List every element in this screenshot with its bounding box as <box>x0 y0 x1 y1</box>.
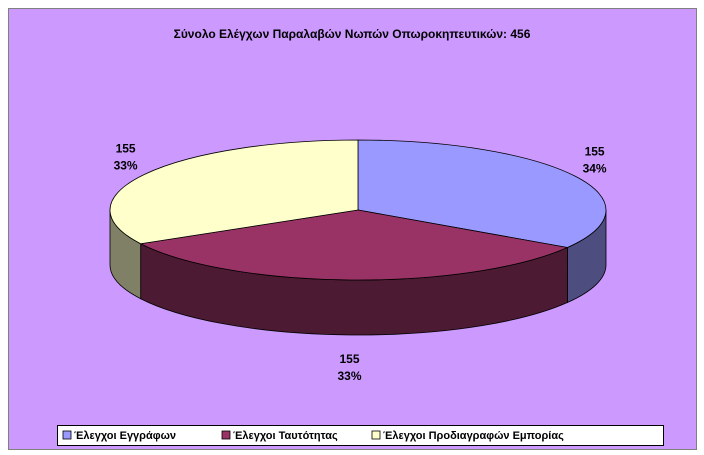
legend-swatch <box>371 430 381 440</box>
data-label-count: 155 <box>116 142 136 156</box>
slice <box>357 139 607 248</box>
chart-title: Σύνολο Ελέγχων Παραλαβών Νωπών Οπωροκηπε… <box>174 27 531 41</box>
legend-label: Έλεγχοι Προδιαγραφών Εμπορίας <box>383 430 564 442</box>
legend-swatch <box>62 430 72 440</box>
data-label-percent: 33% <box>338 369 362 383</box>
slice <box>109 139 359 245</box>
data-label-count: 155 <box>585 145 605 159</box>
legend-label: Έλεγχοι Εγγράφων <box>74 430 176 442</box>
legend-swatch <box>221 430 231 440</box>
data-label-count: 155 <box>340 352 360 366</box>
legend-box <box>57 425 664 446</box>
data-label-percent: 34% <box>583 162 607 176</box>
data-label-percent: 33% <box>114 159 138 173</box>
legend-label: Έλεγχοι Ταυτότητας <box>233 430 338 442</box>
